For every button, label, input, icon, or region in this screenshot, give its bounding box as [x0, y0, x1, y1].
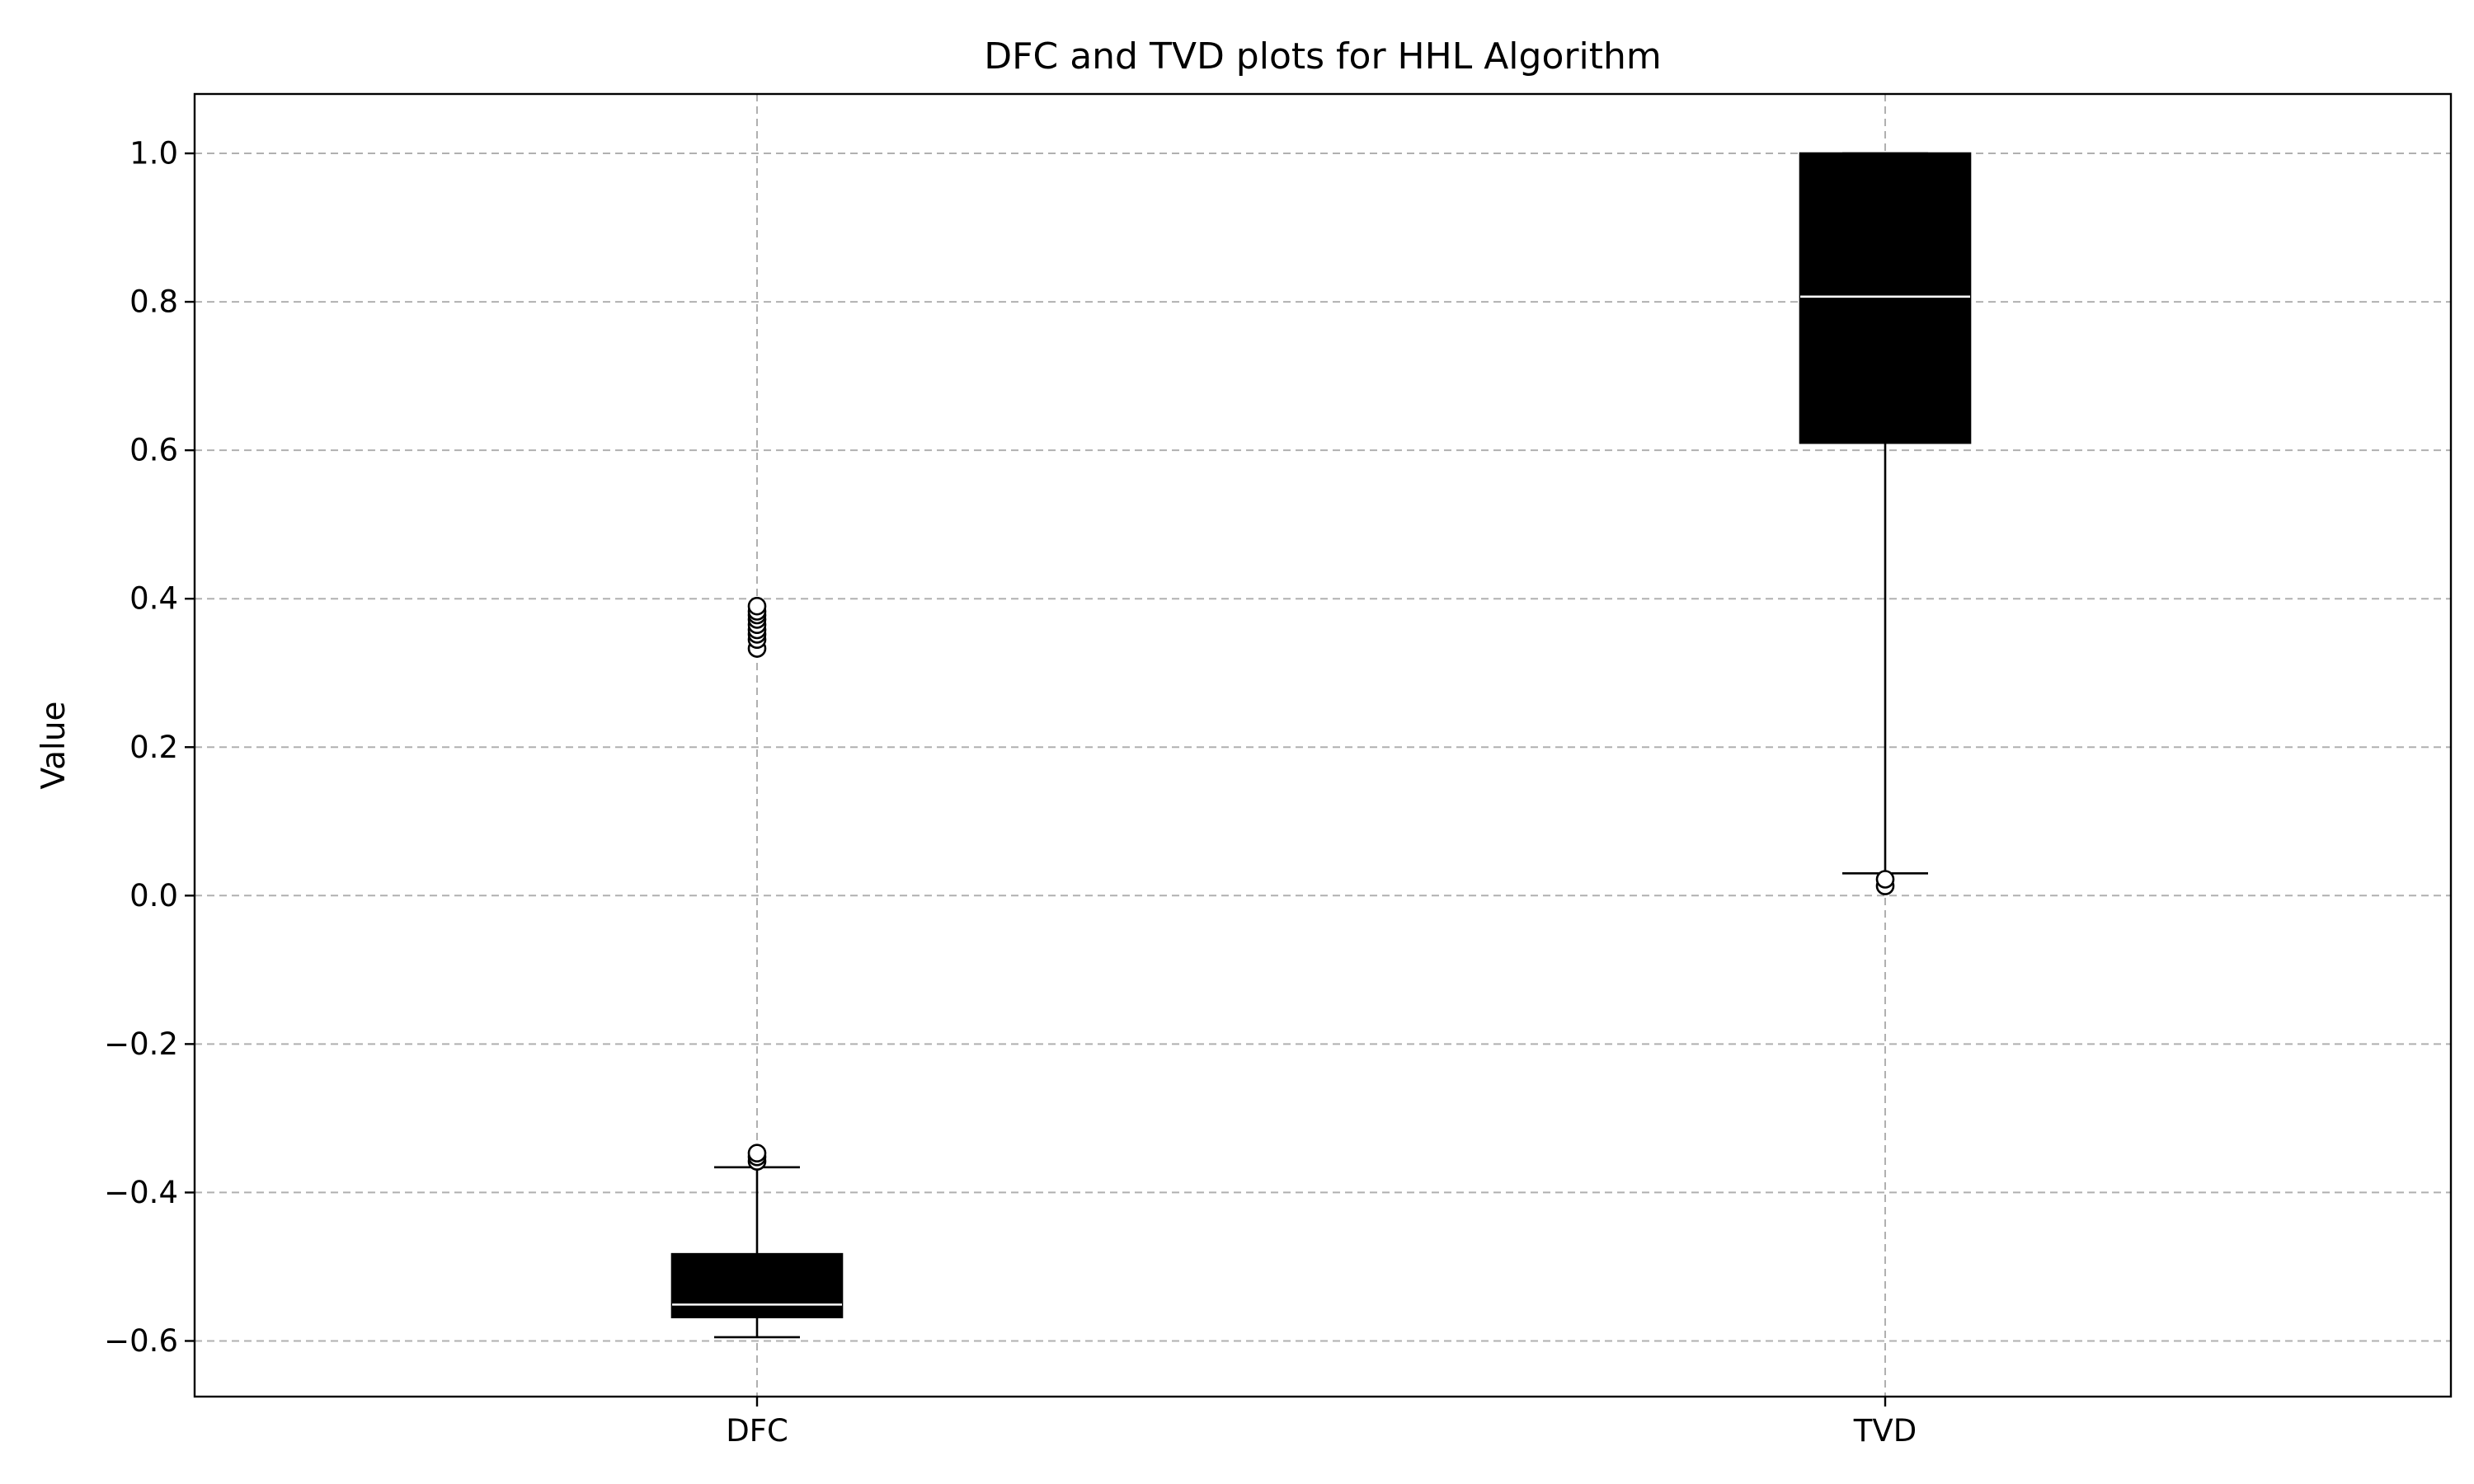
chart-title: DFC and TVD plots for HHL Algorithm — [984, 35, 1661, 77]
x-axis-ticks: DFC TVD — [726, 1397, 1917, 1449]
box-tvd — [1799, 152, 1972, 895]
y-tick-label: 0.2 — [129, 730, 178, 765]
y-tick-label: 1.0 — [129, 136, 178, 171]
x-tick-label: TVD — [1853, 1413, 1917, 1449]
box-layer — [670, 152, 1972, 1339]
grid-layer — [195, 94, 2451, 1397]
outlier-point — [747, 596, 767, 616]
y-tick-label: 0.0 — [129, 878, 178, 913]
box-body — [1799, 152, 1972, 444]
y-tick-label: −0.4 — [104, 1175, 178, 1210]
box-dfc — [670, 596, 844, 1339]
y-axis-ticks: −0.6 −0.4 −0.2 0.0 0.2 0.4 0.6 0.8 1.0 — [104, 136, 195, 1359]
y-tick-label: −0.6 — [104, 1323, 178, 1359]
plot-frame — [193, 92, 2453, 1398]
x-tick-label: DFC — [726, 1413, 788, 1449]
y-tick-label: 0.8 — [129, 284, 178, 320]
y-axis-label: Value — [35, 701, 73, 789]
outlier-point — [1875, 870, 1895, 889]
y-tick-label: −0.2 — [104, 1026, 178, 1062]
y-tick-label: 0.6 — [129, 433, 178, 468]
outlier-point — [747, 1144, 767, 1163]
y-tick-label: 0.4 — [129, 581, 178, 617]
box-body — [670, 1252, 844, 1318]
